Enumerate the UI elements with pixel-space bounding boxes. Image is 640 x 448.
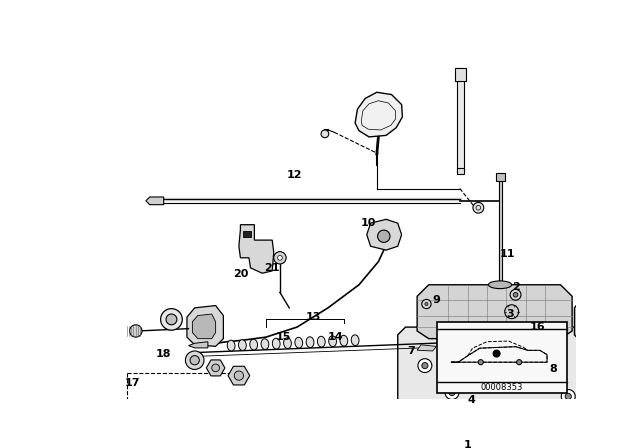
Circle shape <box>580 370 587 376</box>
Text: 14: 14 <box>328 332 344 342</box>
Text: 12: 12 <box>287 170 303 181</box>
Ellipse shape <box>227 340 235 351</box>
Polygon shape <box>146 197 164 205</box>
Text: 18: 18 <box>156 349 172 359</box>
Circle shape <box>478 360 483 365</box>
Circle shape <box>449 389 455 396</box>
Ellipse shape <box>351 335 359 345</box>
Polygon shape <box>355 92 403 137</box>
Ellipse shape <box>340 335 348 346</box>
Ellipse shape <box>329 336 337 347</box>
Circle shape <box>422 299 431 309</box>
Text: 21: 21 <box>264 263 279 273</box>
Circle shape <box>130 325 142 337</box>
Ellipse shape <box>595 310 634 332</box>
Text: 13: 13 <box>305 312 321 322</box>
Bar <box>436 322 566 392</box>
Circle shape <box>513 293 518 297</box>
Circle shape <box>166 314 177 325</box>
Text: 16: 16 <box>529 322 545 332</box>
Ellipse shape <box>273 338 280 349</box>
Circle shape <box>605 312 624 330</box>
Polygon shape <box>575 296 640 345</box>
Circle shape <box>476 206 481 210</box>
Polygon shape <box>367 220 402 250</box>
Circle shape <box>577 366 591 380</box>
Polygon shape <box>417 345 436 351</box>
Text: 11: 11 <box>500 249 516 259</box>
Text: 15: 15 <box>275 332 291 342</box>
Circle shape <box>161 309 182 330</box>
Circle shape <box>445 386 459 400</box>
Polygon shape <box>239 225 274 273</box>
Circle shape <box>418 359 432 373</box>
Circle shape <box>565 393 572 400</box>
Polygon shape <box>187 306 223 346</box>
Polygon shape <box>206 360 225 376</box>
Ellipse shape <box>284 338 291 349</box>
Circle shape <box>186 351 204 370</box>
Ellipse shape <box>488 281 511 289</box>
Circle shape <box>321 130 329 138</box>
Polygon shape <box>228 366 250 385</box>
Bar <box>457 68 465 172</box>
Ellipse shape <box>250 339 257 350</box>
Circle shape <box>422 362 428 369</box>
Polygon shape <box>417 285 572 339</box>
Text: 17: 17 <box>125 378 140 388</box>
Text: 7: 7 <box>407 346 415 356</box>
Circle shape <box>516 360 522 365</box>
Ellipse shape <box>261 339 269 349</box>
Text: 3: 3 <box>506 309 514 319</box>
Circle shape <box>190 356 199 365</box>
Ellipse shape <box>239 340 246 350</box>
Circle shape <box>274 252 286 264</box>
Circle shape <box>561 389 575 403</box>
Text: 20: 20 <box>233 269 248 279</box>
Text: 8: 8 <box>549 365 557 375</box>
Circle shape <box>505 305 518 319</box>
Text: 00008353: 00008353 <box>481 383 523 392</box>
Text: 1: 1 <box>463 440 472 448</box>
Circle shape <box>278 255 282 260</box>
Bar <box>455 68 466 82</box>
Polygon shape <box>193 314 216 339</box>
Polygon shape <box>189 342 208 348</box>
Circle shape <box>493 350 500 357</box>
Text: 2: 2 <box>513 282 520 292</box>
Circle shape <box>212 364 220 372</box>
Text: 9: 9 <box>433 295 440 305</box>
Circle shape <box>510 289 521 300</box>
Bar <box>496 173 506 181</box>
Bar <box>457 168 465 174</box>
Bar <box>243 231 250 237</box>
Ellipse shape <box>295 337 303 348</box>
Text: 4: 4 <box>467 395 476 405</box>
Ellipse shape <box>317 336 325 347</box>
Circle shape <box>234 371 244 380</box>
Circle shape <box>425 302 428 306</box>
Circle shape <box>378 230 390 242</box>
Circle shape <box>473 202 484 213</box>
Ellipse shape <box>306 337 314 348</box>
Text: 10: 10 <box>360 218 376 228</box>
Polygon shape <box>397 327 619 408</box>
